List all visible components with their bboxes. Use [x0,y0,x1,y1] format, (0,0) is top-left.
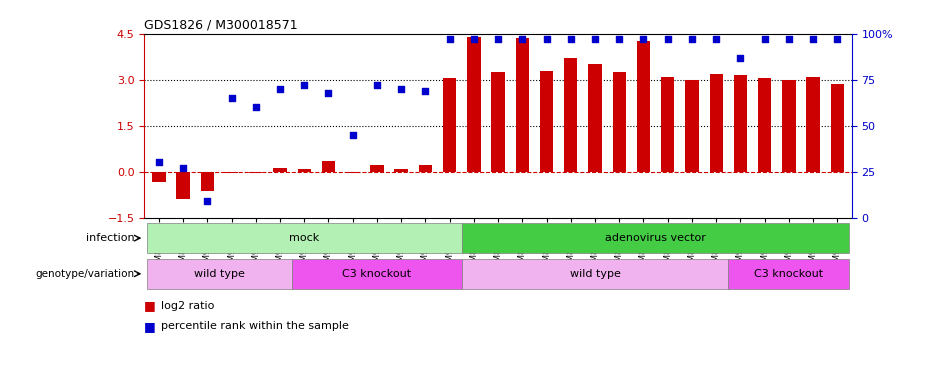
Point [249,104,263,110]
Point [370,82,385,88]
Point [757,36,772,42]
Bar [201,172,214,192]
Point [297,82,312,88]
Text: C3 knockout: C3 knockout [343,269,412,279]
Point [684,36,699,42]
Point [587,36,602,42]
Bar [492,72,505,172]
Text: ■: ■ [144,299,156,312]
Point [539,36,554,42]
Bar [225,172,238,173]
Bar [298,170,311,172]
Text: genotype/variation: genotype/variation [35,269,135,279]
Point [152,159,167,165]
Point [442,36,457,42]
Text: log2 ratio: log2 ratio [161,301,214,310]
Point [273,86,288,92]
Bar [274,168,287,172]
Bar [467,37,480,172]
Text: mock: mock [290,233,319,243]
Point [345,132,360,138]
Bar [147,223,462,254]
Bar [540,70,553,172]
Point [708,36,723,42]
Point [733,55,748,61]
Bar [322,161,335,172]
Bar [516,38,529,172]
Point [321,90,336,96]
Point [491,36,506,42]
Bar [709,74,722,172]
Bar [728,259,849,289]
Bar [758,78,771,172]
Bar [613,72,626,172]
Point [563,36,578,42]
Point [200,198,215,204]
Text: C3 knockout: C3 knockout [754,269,823,279]
Bar [371,165,384,172]
Bar [176,172,190,199]
Bar [462,223,849,254]
Bar [564,58,577,172]
Text: wild type: wild type [570,269,620,279]
Text: adenovirus vector: adenovirus vector [605,233,706,243]
Point [805,36,820,42]
Bar [734,75,747,172]
Bar [685,80,698,172]
Bar [462,259,728,289]
Point [660,36,675,42]
Bar [147,259,292,289]
Text: ■: ■ [144,320,156,333]
Text: infection: infection [86,233,135,243]
Point [612,36,627,42]
Point [394,86,409,92]
Bar [806,76,820,172]
Point [418,88,433,94]
Bar [637,41,650,172]
Bar [830,84,844,172]
Bar [419,165,432,172]
Point [176,165,191,171]
Point [515,36,530,42]
Text: GDS1826 / M300018571: GDS1826 / M300018571 [144,18,298,31]
Text: percentile rank within the sample: percentile rank within the sample [161,321,349,331]
Bar [443,78,456,172]
Bar [152,172,166,182]
Point [224,95,239,101]
Point [636,36,651,42]
Text: wild type: wild type [194,269,245,279]
Bar [661,76,674,172]
Bar [250,172,263,173]
Point [781,36,796,42]
Point [830,36,844,42]
Bar [395,168,408,172]
Point [466,36,481,42]
Bar [346,172,359,173]
Bar [782,80,795,172]
Bar [588,64,601,172]
Bar [292,259,462,289]
